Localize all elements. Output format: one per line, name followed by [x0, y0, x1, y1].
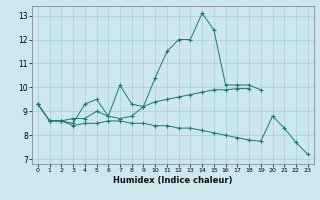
- X-axis label: Humidex (Indice chaleur): Humidex (Indice chaleur): [113, 176, 233, 185]
